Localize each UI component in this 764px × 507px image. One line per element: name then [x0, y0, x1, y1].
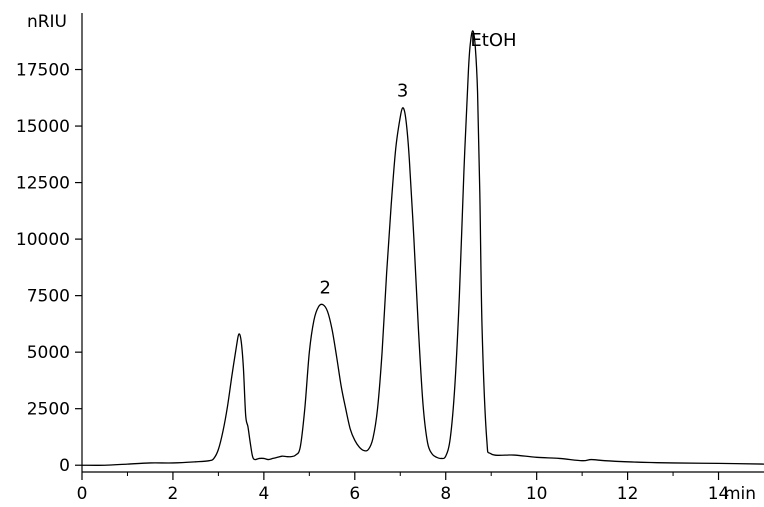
- peak-label: 2: [320, 277, 331, 298]
- y-tick-label: 10000: [16, 230, 70, 250]
- peak-label: 3: [397, 81, 408, 102]
- chromatogram-trace: [81, 30, 764, 466]
- y-axis-label: nRIU: [27, 12, 67, 32]
- x-tick-label: 8: [440, 484, 451, 503]
- y-tick-label: 12500: [16, 174, 70, 194]
- x-tick-label: 12: [617, 484, 639, 503]
- peak-label: EtOH: [470, 30, 516, 51]
- x-axis-label: min: [724, 484, 756, 503]
- x-tick-label: 2: [168, 484, 179, 503]
- y-tick-label: 7500: [27, 287, 70, 307]
- y-tick-label: 5000: [27, 343, 70, 363]
- x-tick-label: 10: [526, 484, 548, 503]
- peak-annotations: 2 3 EtOH: [320, 30, 517, 299]
- x-tick-label: 6: [349, 484, 360, 503]
- x-tick-label: 14: [708, 484, 730, 503]
- x-axis: 0 2 4 6 8 10 12 14: [77, 471, 764, 504]
- y-tick-label: 17500: [16, 61, 70, 81]
- y-tick-label: 2500: [27, 400, 70, 420]
- y-tick-label: 15000: [16, 117, 70, 137]
- x-tick-label: 4: [258, 484, 269, 503]
- y-tick-label: 0: [59, 456, 70, 476]
- x-tick-label: 0: [77, 484, 88, 503]
- y-axis: 0 2500 5000 7500 10000 12500 15000 17500: [16, 13, 83, 476]
